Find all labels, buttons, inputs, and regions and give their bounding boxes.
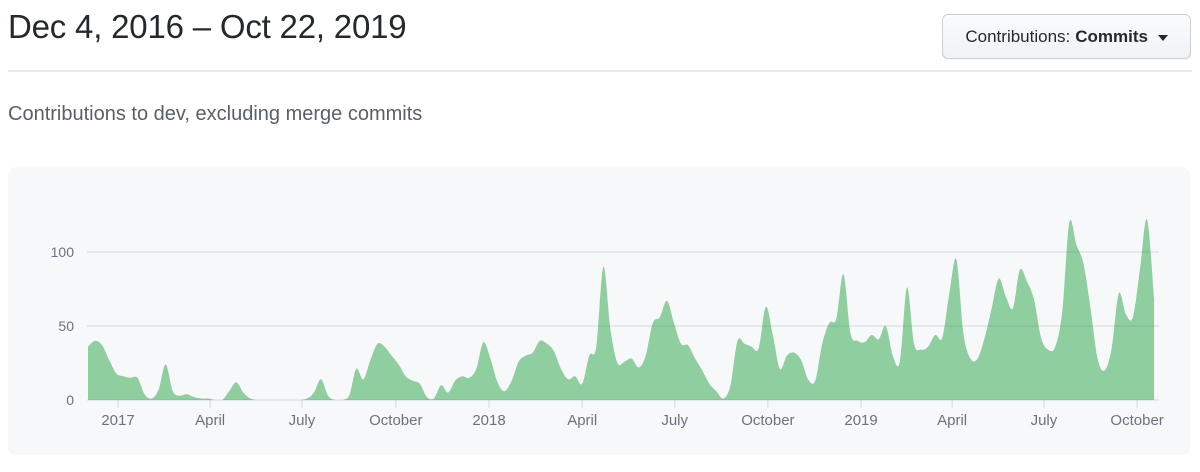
- commits-area-series: [88, 218, 1155, 400]
- x-axis-label: July: [661, 412, 688, 429]
- contributions-filter-button[interactable]: Contributions: Commits: [942, 14, 1191, 59]
- x-axis-label: April: [195, 412, 225, 429]
- chart-description: Contributions to dev, excluding merge co…: [8, 103, 423, 125]
- header-divider: [8, 70, 1192, 72]
- x-axis-label: July: [1031, 412, 1058, 429]
- x-axis-label: April: [567, 412, 597, 429]
- contributions-area-chart[interactable]: 0 50 100 2017 April July October 2018 April July O…: [8, 167, 1190, 455]
- y-axis-label: 100: [51, 244, 75, 260]
- x-axis-label: October: [369, 412, 422, 429]
- y-axis-label: 50: [58, 318, 74, 334]
- x-axis-label: July: [289, 412, 316, 429]
- contributions-chart-card: 0 50 100 2017 April July October 2018 April July O…: [8, 167, 1190, 455]
- y-axis-label: 0: [66, 392, 74, 408]
- x-axis-label: October: [741, 412, 794, 429]
- filter-button-selected-value: Commits: [1075, 26, 1148, 46]
- x-axis-label: October: [1110, 412, 1163, 429]
- x-axis-label: 2018: [472, 412, 505, 429]
- caret-down-icon: [1158, 34, 1168, 41]
- x-axis-label: 2017: [101, 412, 134, 429]
- date-range-title: Dec 4, 2016 – Oct 22, 2019: [8, 8, 407, 45]
- x-axis-label: April: [937, 412, 967, 429]
- x-axis-label: 2019: [844, 412, 877, 429]
- filter-button-prefix: Contributions:: [965, 26, 1071, 46]
